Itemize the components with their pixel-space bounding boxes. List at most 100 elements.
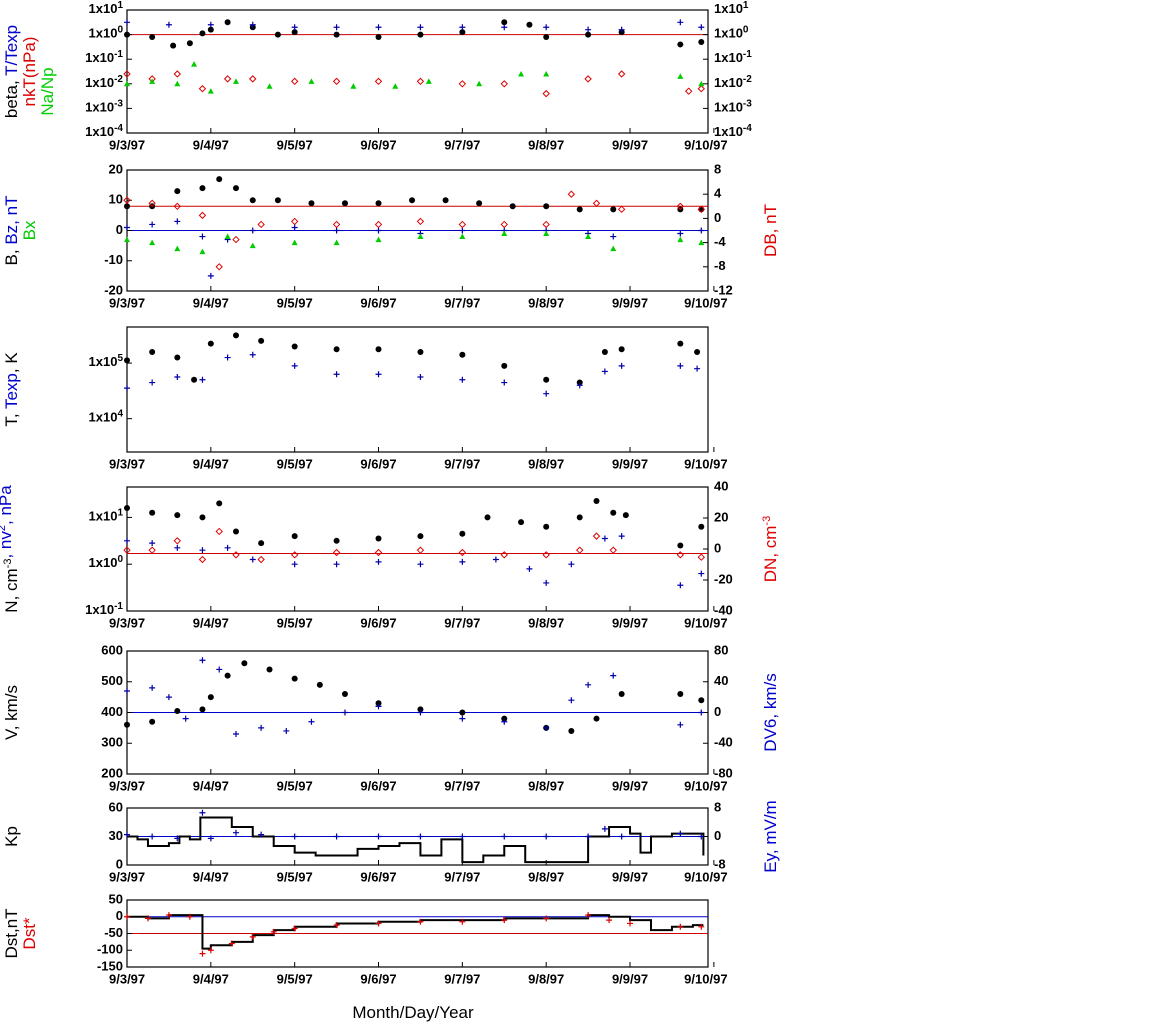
data-point [501,362,508,369]
left-tick-label: 1x10-3 [85,98,123,115]
data-point [249,21,256,28]
data-point [585,233,592,240]
data-point [458,548,467,557]
x-tick-label: 9/7/97 [444,137,480,152]
data-point [124,505,130,512]
right-tick-label: 80 [714,642,728,657]
data-point [241,660,248,667]
x-tick-label: 9/10/97 [684,456,727,471]
data-point [677,236,684,243]
left-tick-label: 0 [116,856,123,871]
right-tick-label: -40 [714,735,733,750]
data-point [207,26,214,33]
left-tick-label: -150 [97,958,123,973]
data-point [232,78,239,84]
series-1 [124,498,705,549]
data-point [526,21,533,28]
panel-1: 1x10-4 1x10-3 1x10-2 1x10-1 1x100 1x101 1x10-4… [2,0,752,152]
data-point [417,31,424,38]
data-point [417,561,424,568]
x-tick-label: 9/3/97 [109,137,145,152]
series-3 [123,70,706,98]
data-point [199,950,206,957]
data-point [698,206,705,213]
data-point [124,236,130,243]
x-tick-label: 9/9/97 [612,615,648,630]
left-axis-label: Kp [2,826,21,847]
left-axis-label: N, cm-3, nv2, nPa [0,485,21,613]
data-point [316,681,323,688]
data-point [224,544,231,551]
data-point [375,703,382,710]
data-point [199,376,206,383]
data-point [174,707,181,714]
data-point [694,349,701,355]
data-point [677,230,684,237]
data-point [224,19,231,26]
x-tick-label: 9/4/97 [193,971,229,986]
data-point [618,833,625,840]
data-point [584,75,592,83]
data-point [568,697,575,704]
data-point [698,697,705,704]
x-tick-label: 9/9/97 [612,456,648,471]
data-point [124,721,130,728]
left-tick-label: 600 [101,642,123,657]
left-axis-label-3: Na/Np [38,67,57,115]
data-point [123,70,131,78]
left-axis-label: B, Bz, nT [2,196,21,266]
data-point [375,535,382,542]
data-point [191,376,198,383]
x-tick-label: 9/4/97 [193,295,229,310]
data-point [375,700,382,707]
right-tick-label: 1x100 [714,24,749,41]
data-point [542,551,550,559]
data-point [375,236,382,243]
data-point [694,365,701,372]
data-point [291,833,298,840]
data-point [543,70,550,77]
data-point [333,24,340,31]
x-tick-label: 9/9/97 [612,137,648,152]
left-tick-label: 200 [101,765,123,780]
x-tick-label: 9/6/97 [360,456,396,471]
left-tick-label: 1x10-1 [85,601,123,618]
x-tick-label: 9/6/97 [360,869,396,884]
data-point [543,724,550,731]
data-point [592,532,601,540]
data-point [609,546,617,554]
series-2 [124,533,705,589]
x-tick-label: 9/6/97 [360,615,396,630]
left-tick-label: 0 [116,222,123,237]
data-point [123,196,131,204]
data-point [274,31,281,38]
data-point [333,922,340,929]
data-point [501,917,508,924]
right-tick-label: -12 [714,282,733,297]
data-point [698,24,705,31]
data-point [698,523,705,530]
data-point [409,197,416,204]
data-point [501,718,508,725]
data-point [333,371,340,378]
data-point [375,833,382,840]
data-point [350,83,357,89]
right-tick-label: -8 [714,856,726,871]
x-tick-label: 9/6/97 [360,137,396,152]
data-point [501,833,508,840]
right-axis-label: DN, cm-3 [761,516,780,582]
data-point [677,691,684,698]
data-point [601,349,608,355]
x-tick-label: 9/5/97 [277,971,313,986]
data-point [174,354,181,361]
data-point [677,721,684,728]
data-point [585,833,592,840]
data-point [182,715,189,722]
data-point [149,34,156,41]
data-point [290,217,299,226]
data-point [677,542,684,549]
data-point [198,85,207,93]
data-point [207,694,214,701]
x-tick-label: 9/5/97 [277,869,313,884]
x-tick-label: 9/6/97 [360,778,396,793]
